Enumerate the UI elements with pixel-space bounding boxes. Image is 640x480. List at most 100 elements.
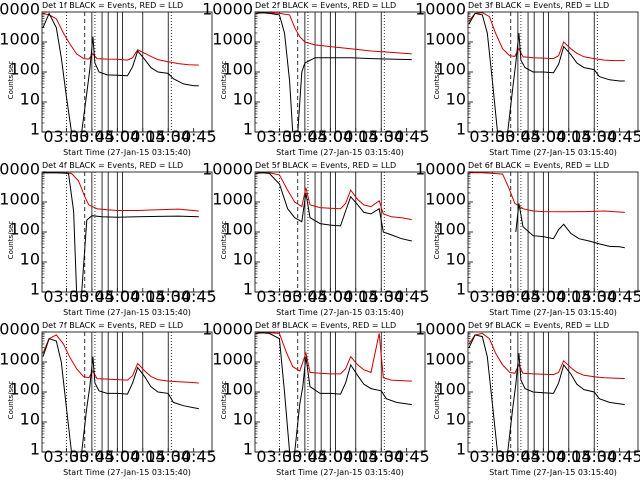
y-axis-label: Counts/sec bbox=[433, 220, 441, 260]
x-tick-label: 04:45 bbox=[597, 127, 640, 146]
detector-panel-4: 03:30 03:45 04:00 04:15 04:30 04:45 1 10 100 1000… bbox=[0, 160, 217, 320]
y-tick-label: 10 bbox=[20, 90, 40, 109]
x-tick-label: 04:00 bbox=[520, 127, 566, 146]
y-tick-label: 1000 bbox=[425, 30, 466, 49]
y-axis-label: Counts/sec bbox=[7, 60, 15, 100]
x-tick-label: 04:15 bbox=[546, 127, 592, 146]
x-tick-label: 03:30 bbox=[469, 287, 515, 306]
detector-panel-9: 03:30 03:45 04:00 04:15 04:30 04:45 1 10 100 1000… bbox=[415, 320, 640, 480]
y-tick-label: 10 bbox=[233, 410, 253, 429]
x-tick-label: 04:45 bbox=[171, 287, 217, 306]
x-tick-label: 04:15 bbox=[120, 287, 166, 306]
y-tick-label: 1000 bbox=[0, 190, 40, 209]
axes-frame bbox=[467, 11, 639, 133]
x-tick-label: 04:30 bbox=[145, 127, 191, 146]
x-tick-label: 04:00 bbox=[520, 287, 566, 306]
x-tick-label: 04:30 bbox=[358, 287, 404, 306]
x-tick-label: 03:45 bbox=[69, 287, 115, 306]
x-tick-label: 04:30 bbox=[358, 447, 404, 466]
x-tick-label: 03:45 bbox=[69, 447, 115, 466]
x-tick-label: 04:00 bbox=[307, 447, 353, 466]
axes-frame bbox=[41, 11, 213, 133]
y-tick-label: 1000 bbox=[212, 30, 253, 49]
axes-frame bbox=[254, 171, 426, 293]
y-tick-label: 100 bbox=[222, 380, 253, 399]
y-tick-label: 10 bbox=[446, 250, 466, 269]
x-axis-label: Start Time (27-Jan-15 03:15:40) bbox=[276, 148, 404, 157]
y-tick-label: 10000 bbox=[202, 0, 253, 19]
y-tick-label: 1 bbox=[243, 120, 253, 139]
plot-title: Det 2f BLACK = Events, RED = LLD bbox=[255, 1, 397, 10]
x-tick-label: 03:45 bbox=[69, 127, 115, 146]
y-axis-label: Counts/sec bbox=[220, 380, 228, 420]
y-tick-label: 100 bbox=[222, 60, 253, 79]
y-tick-label: 10 bbox=[233, 250, 253, 269]
y-tick-label: 10 bbox=[233, 90, 253, 109]
detector-panel-2: 03:30 03:45 04:00 04:15 04:30 04:45 1 10 100 1000… bbox=[202, 0, 430, 160]
x-tick-label: 04:45 bbox=[384, 447, 430, 466]
y-tick-label: 1 bbox=[243, 440, 253, 459]
plot-title: Det 5f BLACK = Events, RED = LLD bbox=[255, 161, 397, 170]
x-axis-label: Start Time (27-Jan-15 03:15:40) bbox=[489, 148, 617, 157]
x-tick-label: 04:15 bbox=[333, 447, 379, 466]
y-tick-label: 1 bbox=[456, 440, 466, 459]
x-tick-label: 04:00 bbox=[520, 447, 566, 466]
series-line-lld bbox=[255, 12, 412, 55]
y-tick-label: 10000 bbox=[0, 0, 40, 19]
x-tick-label: 03:30 bbox=[43, 127, 89, 146]
plot-title: Det 9f BLACK = Events, RED = LLD bbox=[468, 321, 610, 330]
x-tick-label: 03:30 bbox=[256, 287, 302, 306]
x-tick-label: 04:00 bbox=[94, 287, 140, 306]
series-line-events bbox=[468, 334, 625, 452]
x-tick-label: 04:15 bbox=[333, 127, 379, 146]
y-tick-label: 10000 bbox=[0, 160, 40, 179]
plot-title: Det 3f BLACK = Events, RED = LLD bbox=[468, 1, 610, 10]
detector-panel-3: 03:30 03:45 04:00 04:15 04:30 04:45 1 10 100 1000… bbox=[415, 0, 640, 160]
series-line-lld bbox=[42, 334, 199, 384]
y-tick-label: 100 bbox=[435, 380, 466, 399]
y-tick-label: 10 bbox=[446, 90, 466, 109]
plot-title: Det 1f BLACK = Events, RED = LLD bbox=[42, 1, 184, 10]
y-tick-label: 100 bbox=[9, 60, 40, 79]
y-tick-label: 1 bbox=[30, 280, 40, 299]
x-axis-label: Start Time (27-Jan-15 03:15:40) bbox=[63, 308, 191, 317]
x-tick-label: 04:45 bbox=[171, 127, 217, 146]
series-line-lld bbox=[469, 172, 625, 213]
x-tick-label: 04:15 bbox=[120, 127, 166, 146]
y-axis-label: Counts/sec bbox=[433, 380, 441, 420]
y-tick-label: 10 bbox=[446, 410, 466, 429]
x-tick-label: 03:30 bbox=[43, 287, 89, 306]
y-tick-label: 1000 bbox=[212, 350, 253, 369]
x-tick-label: 04:15 bbox=[120, 447, 166, 466]
x-tick-label: 04:30 bbox=[571, 447, 617, 466]
y-axis-label: Counts/sec bbox=[220, 60, 228, 100]
y-axis-label: Counts/sec bbox=[433, 60, 441, 100]
x-tick-label: 04:00 bbox=[94, 447, 140, 466]
series-line-lld bbox=[255, 172, 412, 221]
y-tick-label: 1000 bbox=[0, 30, 40, 49]
detector-panel-8: 03:30 03:45 04:00 04:15 04:30 04:45 1 10 100 1000… bbox=[202, 320, 430, 480]
series-line-lld bbox=[468, 332, 625, 380]
series-line-lld bbox=[43, 172, 199, 212]
x-tick-label: 03:45 bbox=[282, 127, 328, 146]
x-axis-label: Start Time (27-Jan-15 03:15:40) bbox=[276, 308, 404, 317]
y-tick-label: 1 bbox=[243, 280, 253, 299]
plot-title: Det 6f BLACK = Events, RED = LLD bbox=[468, 161, 610, 170]
x-tick-label: 04:30 bbox=[571, 127, 617, 146]
x-tick-label: 03:45 bbox=[282, 287, 328, 306]
y-tick-label: 100 bbox=[435, 60, 466, 79]
series-line-events bbox=[468, 12, 625, 132]
x-tick-label: 04:00 bbox=[307, 127, 353, 146]
y-tick-label: 10 bbox=[20, 410, 40, 429]
x-tick-label: 04:30 bbox=[145, 447, 191, 466]
x-tick-label: 04:15 bbox=[333, 287, 379, 306]
detector-panel-1: 03:30 03:45 04:00 04:15 04:30 04:45 1 10 100 1000… bbox=[0, 0, 217, 160]
x-tick-label: 03:30 bbox=[469, 127, 515, 146]
detector-panel-7: 03:30 03:45 04:00 04:15 04:30 04:45 1 10 100 1000… bbox=[0, 320, 217, 480]
